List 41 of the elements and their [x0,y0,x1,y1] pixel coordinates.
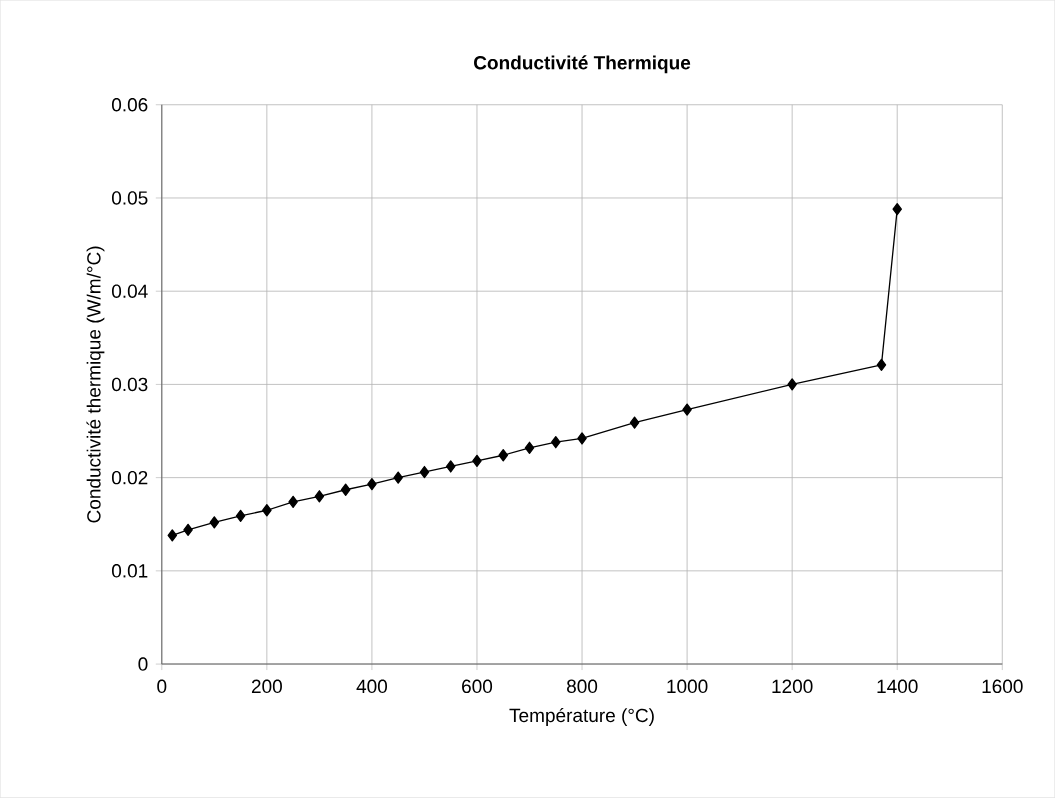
point [288,495,298,509]
point [682,403,692,416]
y-axis-title: Conductivité thermique (W/m/°C) [86,246,105,523]
point [183,523,193,537]
point [340,483,351,496]
point [393,471,403,484]
y-tick-label: 0.02 [112,470,148,485]
x-tick-label: 1600 [982,679,1023,694]
x-tick-label: 200 [251,679,282,694]
point [472,454,482,468]
y-tick-label: 0.04 [112,284,148,298]
point [577,432,587,445]
y-tick-label: 0.03 [112,377,148,392]
y-tick-label: 0.01 [112,564,148,578]
point [524,441,535,455]
point [419,465,430,479]
point [167,529,178,542]
point [262,504,272,517]
x-tick-label: 1200 [772,679,813,694]
x-tick-label: 800 [567,679,598,694]
point [235,509,246,523]
y-tick-label: 0.05 [112,191,148,205]
point [629,416,640,429]
x-tick-label: 400 [356,679,388,694]
chart-title: Conductivité Thermique [474,55,691,74]
y-tick-label: 0.06 [112,98,148,112]
y-tick-label: 0 [138,657,148,671]
point [314,490,325,503]
x-axis-title: Température (°C) [509,708,654,726]
point [367,478,377,491]
x-tick-label: 1000 [667,679,708,694]
x-tick-label: 600 [462,679,493,694]
point [787,378,797,391]
point [892,203,902,216]
point [209,516,220,529]
point [445,460,456,473]
point [876,358,887,372]
x-tick-label: 1400 [877,679,918,694]
point [498,449,509,462]
point [550,436,561,449]
x-tick-label: 0 [157,679,167,694]
